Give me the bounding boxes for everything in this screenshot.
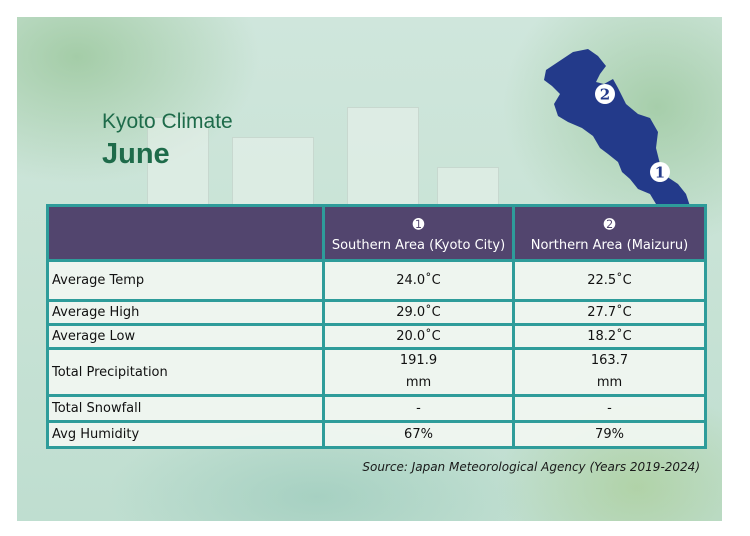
header-empty-cell [46,204,325,262]
north-value: 27.7˚C [512,299,707,326]
marker-2-icon: ➋ [603,217,616,233]
header-northern-area: ➋ Northern Area (Maizuru) [512,204,707,262]
marker-2-label: 2 [600,86,610,104]
background-building [147,117,209,209]
title-block: Kyoto Climate June [102,110,233,171]
south-value: - [322,394,515,423]
table-header-row: ➊ Southern Area (Kyoto City) ➋ Northern … [46,204,707,262]
marker-1-circle [650,162,670,182]
row-label: Average Low [46,323,325,350]
page-title: June [102,138,170,170]
north-value: 18.2˚C [512,323,707,350]
south-precip-unit: mm [405,375,432,390]
north-value: - [512,394,707,423]
table-row-avg-humidity: Avg Humidity 67% 79% [46,420,707,449]
south-value: 67% [322,420,515,449]
row-label: Average Temp [46,259,325,302]
row-label: Average High [46,299,325,326]
north-precip-unit: mm [596,375,623,390]
page-subtitle: Kyoto Climate [102,110,233,133]
header-southern-label: Southern Area (Kyoto City) [331,238,506,253]
marker-2-circle [595,84,615,104]
table-row-average-temp: Average Temp 24.0˚C 22.5˚C [46,259,707,302]
background-building [437,167,499,209]
table-row-total-snowfall: Total Snowfall - - [46,394,707,423]
background-building [347,107,419,209]
kyoto-prefecture-map: 2 1 [544,49,690,220]
background-building [232,137,314,209]
climate-table: ➊ Southern Area (Kyoto City) ➋ Northern … [46,204,707,449]
table-row-average-low: Average Low 20.0˚C 18.2˚C [46,323,707,350]
header-northern-label: Northern Area (Maizuru) [530,238,689,253]
south-precip-amount: 191.9 [399,353,438,368]
table-row-average-high: Average High 29.0˚C 27.7˚C [46,299,707,326]
south-value: 20.0˚C [322,323,515,350]
marker-1-icon: ➊ [412,217,425,233]
row-label: Total Snowfall [46,394,325,423]
south-value: 29.0˚C [322,299,515,326]
south-value: 191.9 mm [322,347,515,397]
marker-1-label: 1 [655,164,665,182]
table-row-total-precipitation: Total Precipitation 191.9 mm 163.7 mm [46,347,707,397]
north-value: 79% [512,420,707,449]
prefecture-shape [544,49,690,220]
header-southern-area: ➊ Southern Area (Kyoto City) [322,204,515,262]
north-value: 22.5˚C [512,259,707,302]
south-value: 24.0˚C [322,259,515,302]
north-value: 163.7 mm [512,347,707,397]
row-label: Total Precipitation [46,347,325,397]
row-label: Avg Humidity [46,420,325,449]
north-precip-amount: 163.7 [590,353,629,368]
source-note: Source: Japan Meteorological Agency (Yea… [362,460,700,474]
